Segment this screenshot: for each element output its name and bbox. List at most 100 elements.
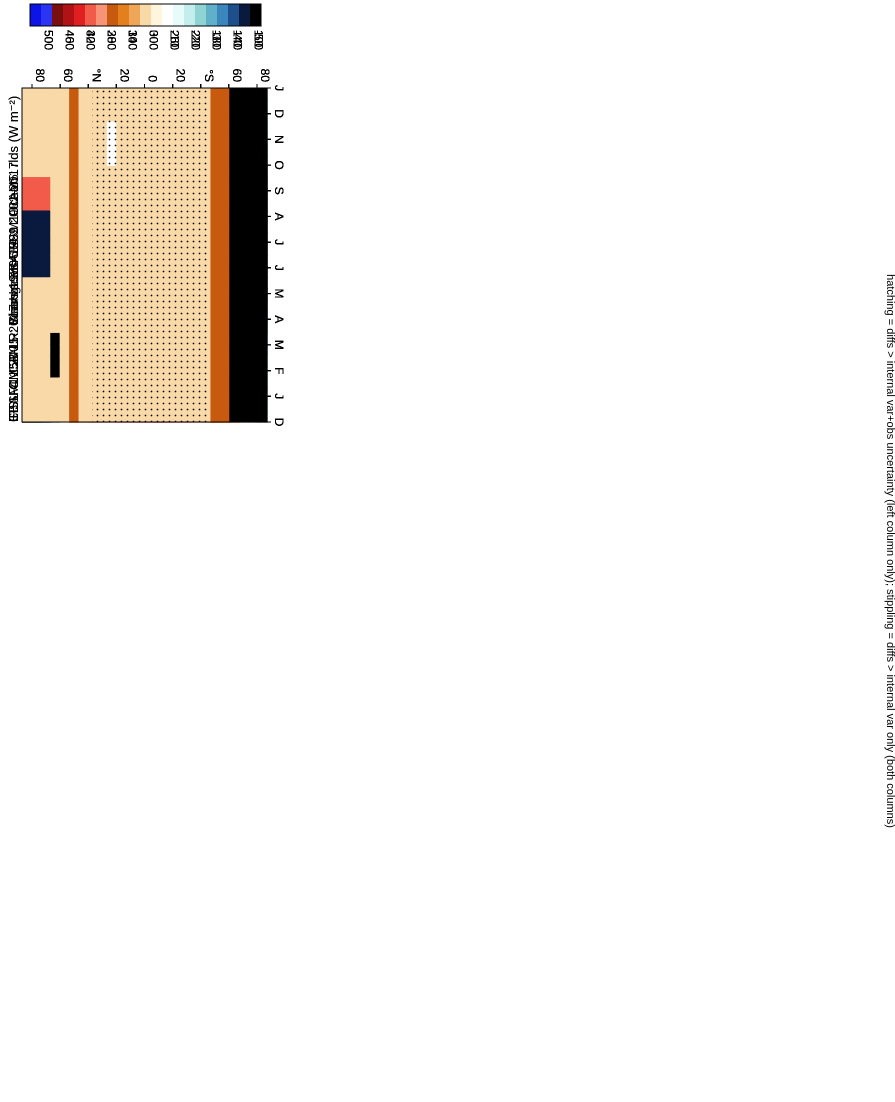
- panel-title: IPSL-CM5B-LR: Years 1980-1999 : Ocean : …: [6, 96, 21, 422]
- heatmap-cell: [59, 344, 70, 356]
- heatmap-cell: [40, 410, 51, 423]
- heatmap-cell: [22, 177, 33, 189]
- panel-title: IPSL-CM5B-LR: Years 1980-1999 : Ocean : …: [6, 96, 21, 422]
- colorbar-label: 100: [252, 30, 266, 50]
- heatmap-cell: [210, 121, 221, 134]
- month-tick-label: A: [272, 315, 286, 323]
- heatmap-cell: [31, 177, 42, 189]
- heatmap-cell: [219, 321, 230, 334]
- colorbar-label: 30: [84, 30, 98, 44]
- colorbar-label: 340: [126, 30, 140, 50]
- heatmap-cell: [40, 277, 51, 289]
- heatmap-cell: [22, 210, 33, 223]
- lat-tick-label: 20: [117, 69, 131, 83]
- heatmap-cell: [50, 277, 61, 289]
- heatmap-cell: [31, 344, 42, 356]
- month-tick-label: D: [272, 418, 286, 427]
- panel-p6: 80 60 °N 20 0 20 °S 60 80DJFMAMJJASONDJIPSL-CM5B…: [6, 3, 286, 427]
- heatmap-cell: [210, 165, 221, 178]
- heatmap-cell: [59, 132, 70, 145]
- heatmap-cell: [31, 310, 42, 323]
- colorbar-label: 380: [105, 30, 119, 50]
- heatmap-cell: [229, 88, 240, 100]
- heatmap-cell: [40, 344, 51, 356]
- heatmap-cell: [78, 266, 89, 278]
- lat-tick-label: 60: [230, 69, 244, 83]
- heatmap-cell: [210, 243, 221, 256]
- lat-tick-label: 0: [146, 75, 160, 82]
- heatmap-cell: [50, 332, 61, 345]
- heatmap-cell: [40, 355, 51, 367]
- month-tick-label: M: [272, 340, 286, 350]
- heatmap-cell: [78, 299, 89, 312]
- heatmap-cell: [59, 221, 70, 234]
- lat-tick-label: 80: [33, 69, 47, 83]
- heatmap-cell: [69, 221, 80, 234]
- heatmap-cell: [229, 132, 240, 145]
- lat-tick-label: °N: [89, 69, 103, 82]
- colorbar-label: 100: [252, 30, 266, 50]
- colorbar-label: 380: [105, 30, 119, 50]
- heatmap-cell: [210, 188, 221, 200]
- lat-tick-label: 0: [146, 75, 160, 82]
- heatmap-cell: [210, 99, 221, 111]
- heatmap-cell: [22, 344, 33, 356]
- heatmap-cell: [40, 299, 51, 312]
- month-tick-label: M: [272, 340, 286, 350]
- month-tick-label: N: [272, 135, 286, 144]
- month-tick-label: J: [272, 265, 286, 271]
- heatmap-cell: [31, 377, 42, 390]
- month-tick-label: J: [272, 393, 286, 399]
- colorbar-label: 460: [63, 30, 77, 50]
- heatmap-cell: [69, 321, 80, 334]
- heatmap-cell: [59, 399, 70, 412]
- colorbar-label: 500: [42, 30, 56, 50]
- month-tick-label: M: [272, 340, 286, 350]
- month-tick-label: M: [272, 289, 286, 299]
- heatmap-cell: [69, 410, 80, 423]
- colorbar-label: 300: [147, 30, 161, 50]
- heatmap-cell: [78, 99, 89, 111]
- heatmap-cell: [78, 377, 89, 390]
- colorbar-label: 220: [189, 30, 203, 50]
- heatmap-cell: [40, 99, 51, 111]
- heatmap-cell: [59, 288, 70, 301]
- heatmap-cell: [210, 321, 221, 334]
- heatmap-cell: [59, 410, 70, 423]
- heatmap-cell: [219, 310, 230, 323]
- month-tick-label: A: [272, 212, 286, 220]
- heatmap-cell: [219, 143, 230, 156]
- lat-tick-label: 60: [230, 69, 244, 83]
- heatmap-cell: [210, 132, 221, 145]
- heatmap-cell: [219, 243, 230, 256]
- month-tick-label: A: [272, 212, 286, 220]
- heatmap-cell: [22, 199, 33, 212]
- heatmap-cell: [219, 332, 230, 345]
- heatmap-cell: [210, 399, 221, 412]
- heatmap-cell: [31, 255, 42, 267]
- heatmap-cell: [59, 121, 70, 134]
- lat-tick-label: 0: [146, 75, 160, 82]
- lat-tick-label: 80: [258, 69, 272, 83]
- heatmap-cell: [50, 165, 61, 178]
- lat-tick-label: °N: [89, 69, 103, 82]
- heatmap-cell: [210, 277, 221, 289]
- month-tick-label: S: [272, 187, 286, 195]
- heatmap-cell: [219, 199, 230, 212]
- lat-tick-label: 80: [258, 69, 272, 83]
- heatmap-cell: [219, 388, 230, 401]
- month-tick-label: N: [272, 135, 286, 144]
- lat-tick-label: °N: [89, 69, 103, 82]
- heatmap-cell: [219, 366, 230, 379]
- colorbar-label: 50: [42, 30, 56, 44]
- heatmap-cell: [59, 255, 70, 267]
- heatmap-cell: [59, 266, 70, 278]
- heatmap-cell: [22, 110, 33, 122]
- colorbar-label: -40: [231, 30, 245, 48]
- lat-tick-label: 80: [33, 69, 47, 83]
- heatmap-cell: [229, 121, 240, 134]
- month-tick-label: F: [272, 367, 286, 374]
- heatmap-cell: [59, 177, 70, 189]
- month-tick-label: M: [272, 289, 286, 299]
